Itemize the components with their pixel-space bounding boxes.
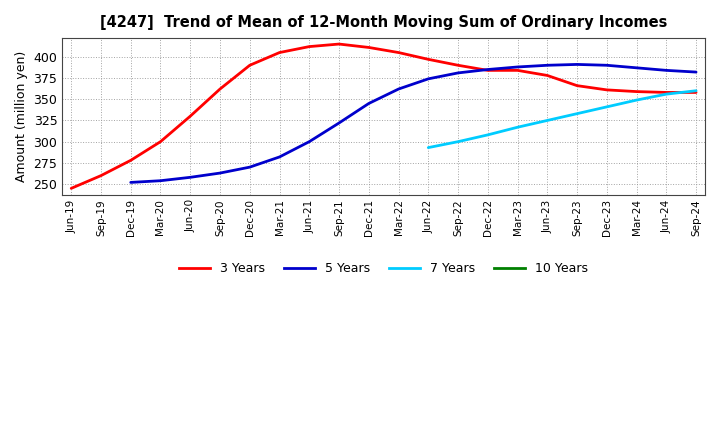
Y-axis label: Amount (million yen): Amount (million yen): [15, 51, 28, 182]
Title: [4247]  Trend of Mean of 12-Month Moving Sum of Ordinary Incomes: [4247] Trend of Mean of 12-Month Moving …: [100, 15, 667, 30]
Legend: 3 Years, 5 Years, 7 Years, 10 Years: 3 Years, 5 Years, 7 Years, 10 Years: [174, 257, 593, 280]
